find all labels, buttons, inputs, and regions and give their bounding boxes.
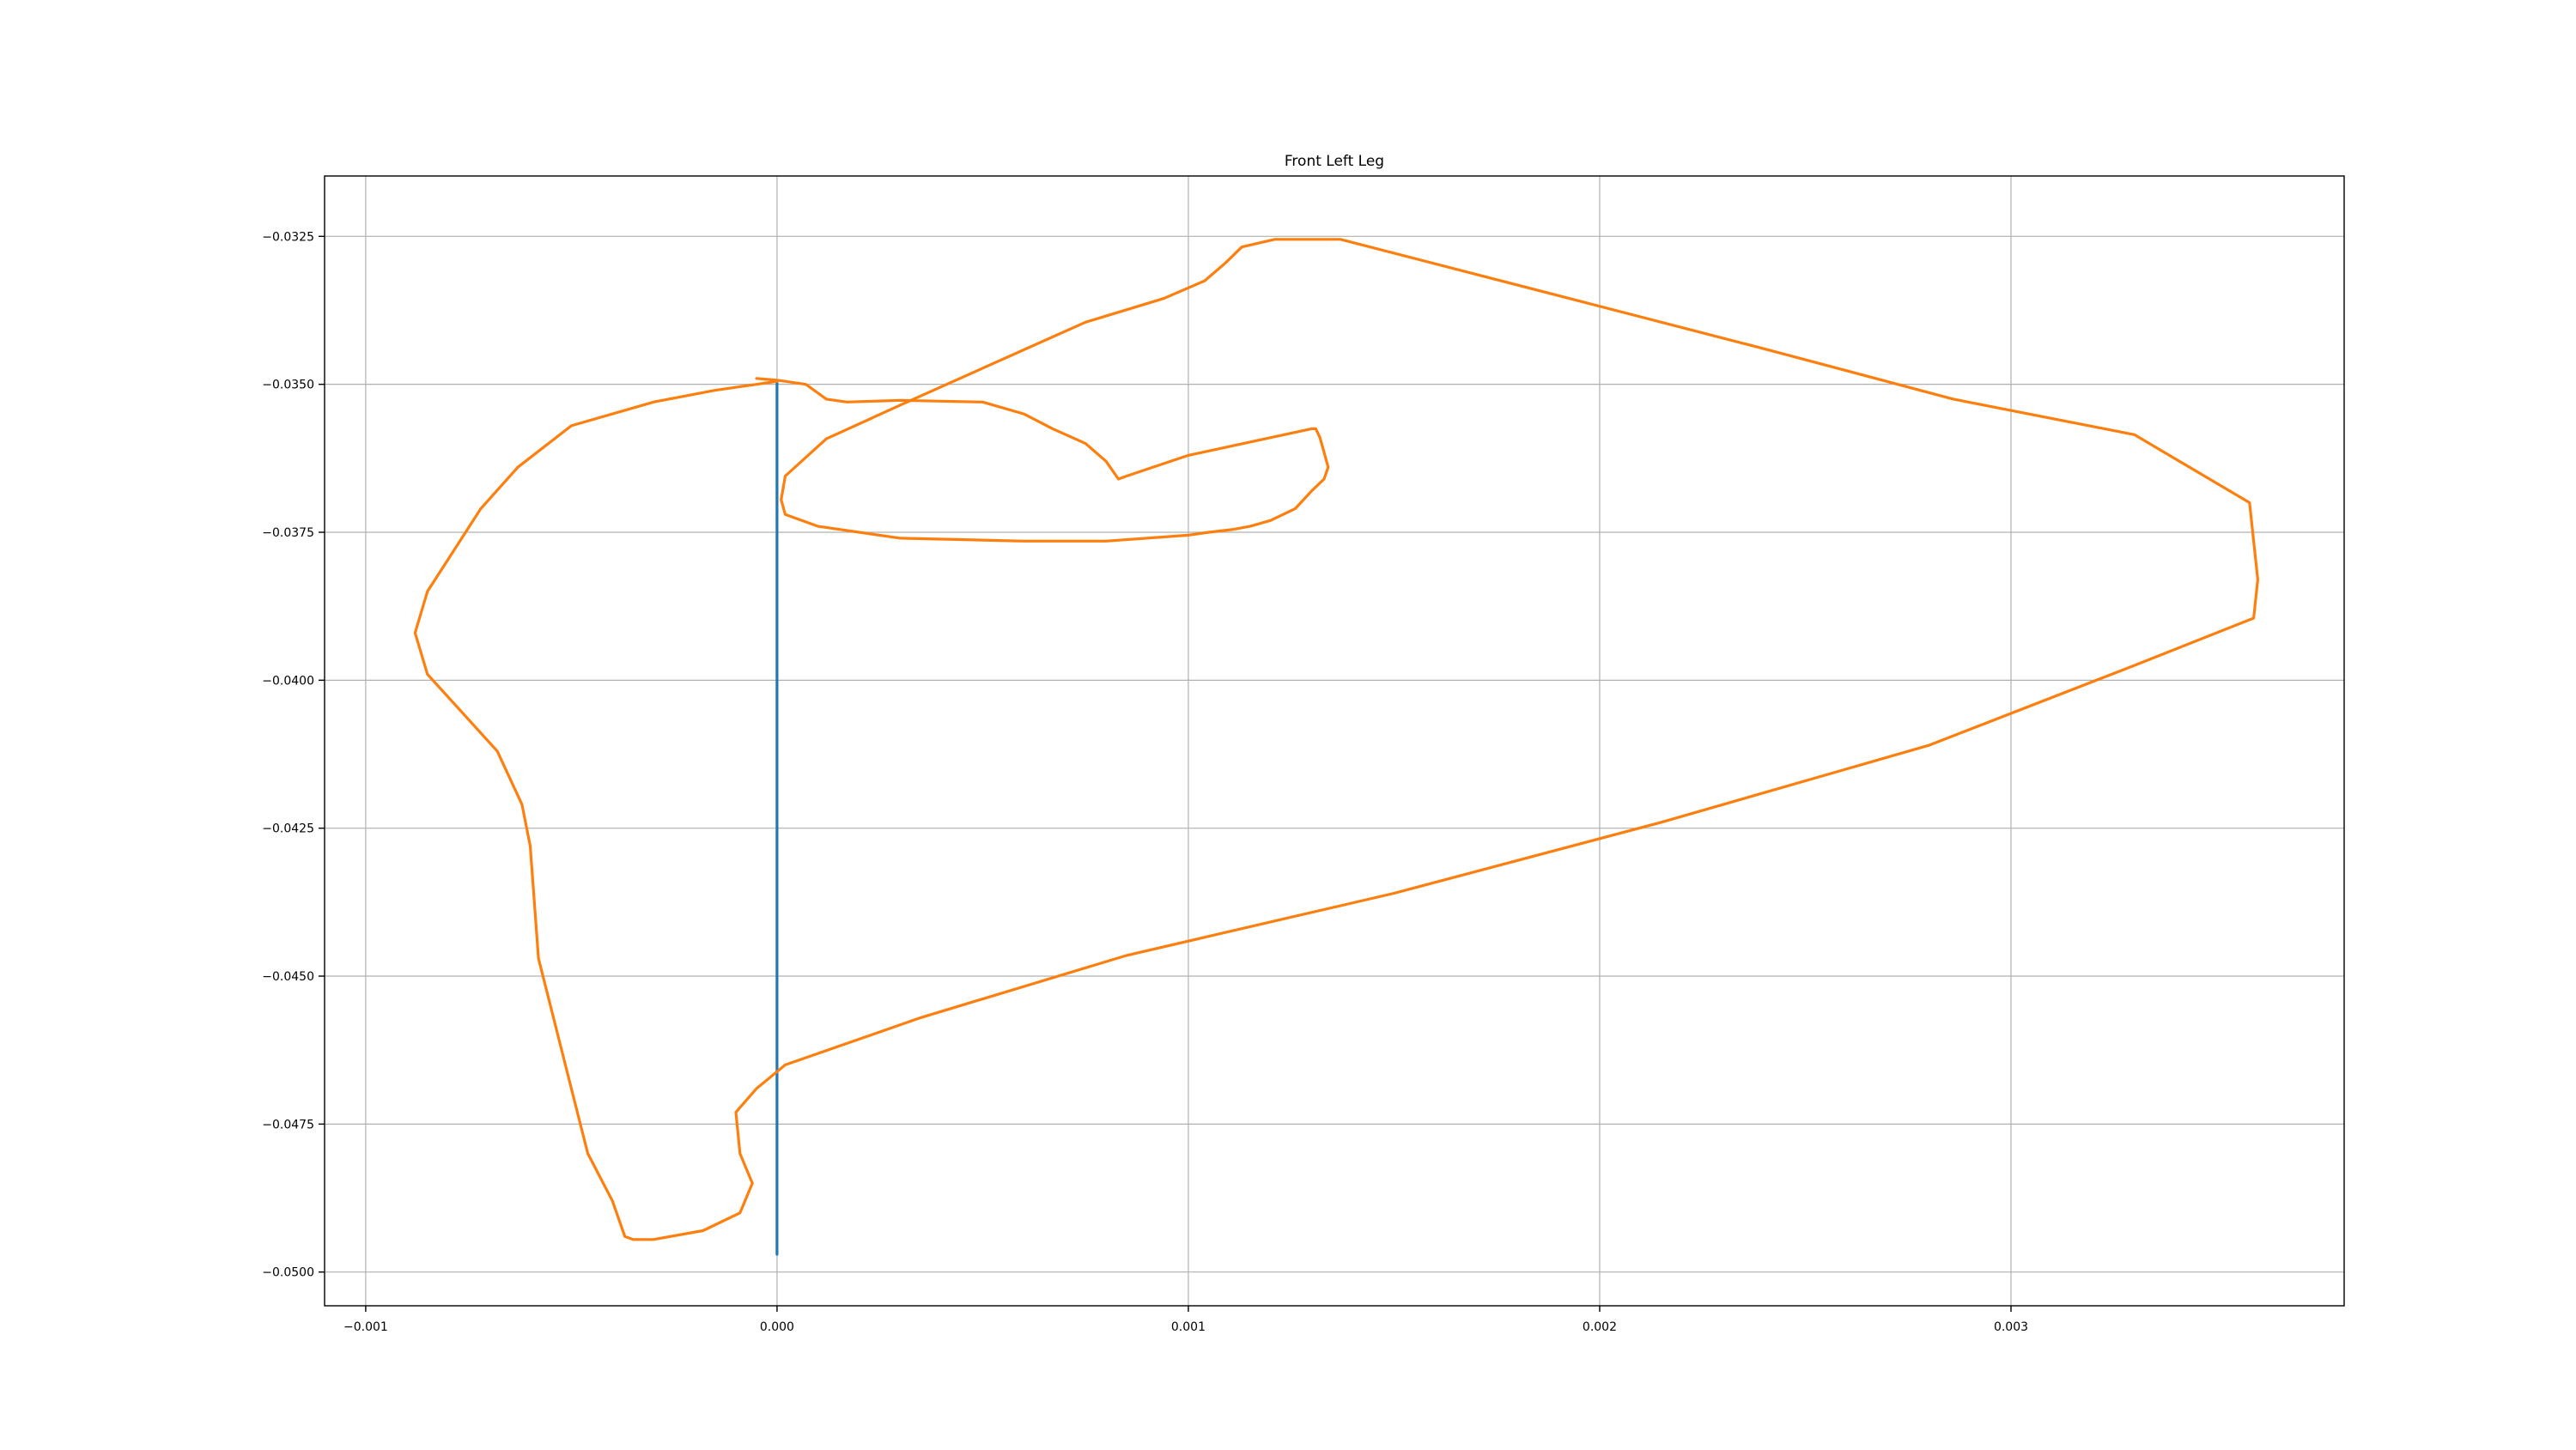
y-tick-label: −0.0325 bbox=[262, 230, 314, 244]
x-tick-label: −0.001 bbox=[343, 1320, 388, 1334]
series-layer bbox=[413, 238, 2259, 1256]
chart-title: Front Left Leg bbox=[1285, 153, 1384, 170]
y-tick-label: −0.0425 bbox=[262, 822, 314, 836]
y-tick-label: −0.0375 bbox=[262, 526, 314, 540]
x-tick-label: 0.000 bbox=[760, 1320, 794, 1334]
y-tick-label: −0.0400 bbox=[262, 674, 314, 688]
y-tick-label: −0.0350 bbox=[262, 379, 314, 392]
x-tick-label: 0.003 bbox=[1994, 1320, 2028, 1334]
series-line-2 bbox=[413, 238, 2259, 1241]
grid bbox=[325, 176, 2344, 1306]
y-tick-label: −0.0475 bbox=[262, 1118, 314, 1131]
ticks: −0.001 0.000 0.001 0.002 0.003 −0.0325 −0.0350… bbox=[262, 230, 2028, 1334]
y-tick-label: −0.0500 bbox=[262, 1266, 314, 1280]
x-tick-label: 0.001 bbox=[1171, 1320, 1206, 1334]
x-tick-label: 0.002 bbox=[1583, 1320, 1617, 1334]
plot-frame bbox=[324, 175, 2345, 1307]
y-tick-label: −0.0450 bbox=[262, 970, 314, 984]
